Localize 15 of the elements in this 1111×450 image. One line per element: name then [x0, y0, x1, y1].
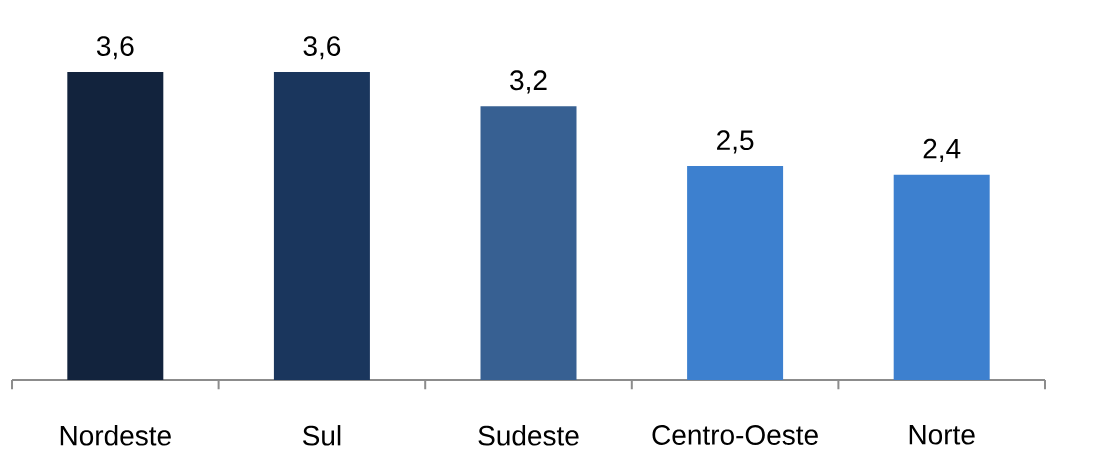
- bar: [687, 166, 784, 380]
- bar: [67, 72, 164, 380]
- data-label: 3,6: [96, 36, 134, 60]
- x-tick-label: Sul: [302, 425, 341, 446]
- bar: [480, 106, 577, 380]
- data-label: 3,6: [303, 36, 341, 60]
- bar: [893, 174, 990, 380]
- data-label: 2,5: [717, 130, 754, 154]
- bar: [273, 72, 370, 380]
- x-tick-label: Centro-Oeste: [652, 425, 818, 445]
- data-label: 3,2: [510, 70, 547, 94]
- x-tick-label: Sudeste: [478, 425, 579, 446]
- x-tick-label: Norte: [909, 425, 975, 445]
- x-tick-label: Nordeste: [60, 425, 171, 446]
- data-label: 2,4: [923, 138, 961, 162]
